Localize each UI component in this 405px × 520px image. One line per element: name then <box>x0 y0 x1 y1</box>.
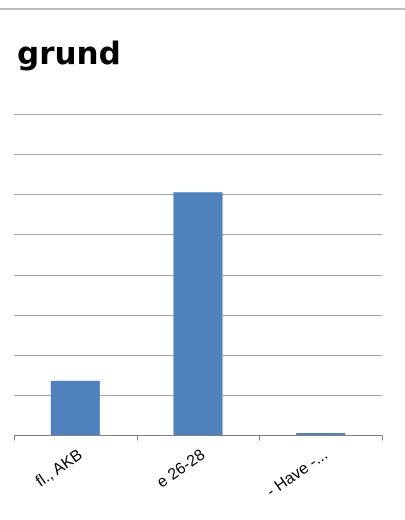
bar <box>173 192 223 435</box>
gridlines <box>14 114 382 396</box>
category-label: e 26-28 <box>154 446 208 491</box>
top-border-rule <box>0 8 405 10</box>
category-labels: fl., AKB e 26-28 - Have -... <box>33 446 331 500</box>
x-axis <box>14 435 383 441</box>
category-label: - Have -... <box>264 446 331 500</box>
chart-title: grund <box>17 36 121 72</box>
bars <box>50 192 346 435</box>
bar <box>50 380 100 435</box>
bar <box>296 432 346 435</box>
category-label: fl., AKB <box>33 446 86 490</box>
